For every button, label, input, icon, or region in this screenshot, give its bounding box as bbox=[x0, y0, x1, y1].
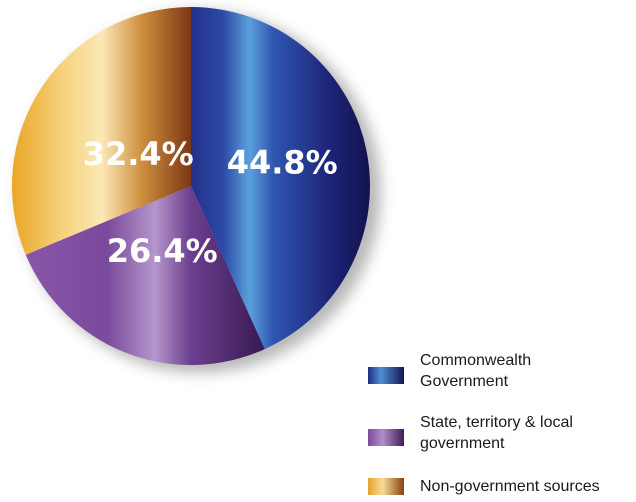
legend-swatch-commonwealth bbox=[368, 367, 404, 384]
legend-label-commonwealth: Commonwealth Government bbox=[420, 350, 634, 392]
legend-label-line: Government bbox=[420, 373, 509, 390]
data-label-commonwealth: 44.8% bbox=[227, 143, 338, 181]
legend-label-line: State, territory & local bbox=[420, 414, 573, 431]
data-label-state-territory-local: 26.4% bbox=[107, 232, 218, 270]
legend-label-line: Non-government sources bbox=[420, 478, 600, 495]
legend-label-line: government bbox=[420, 435, 505, 452]
data-label-non-government: 32.4% bbox=[83, 135, 194, 173]
legend-label-line: Commonwealth bbox=[420, 352, 532, 369]
slice-non-government bbox=[12, 7, 192, 255]
legend-label-non-government: Non-government sources bbox=[420, 476, 634, 497]
slice-state-territory-local bbox=[25, 186, 265, 365]
slice-commonwealth bbox=[191, 7, 370, 350]
legend-swatch-non-government bbox=[368, 478, 404, 495]
legend-swatch-state bbox=[368, 429, 404, 446]
legend-label-state: State, territory & local government bbox=[420, 412, 634, 454]
